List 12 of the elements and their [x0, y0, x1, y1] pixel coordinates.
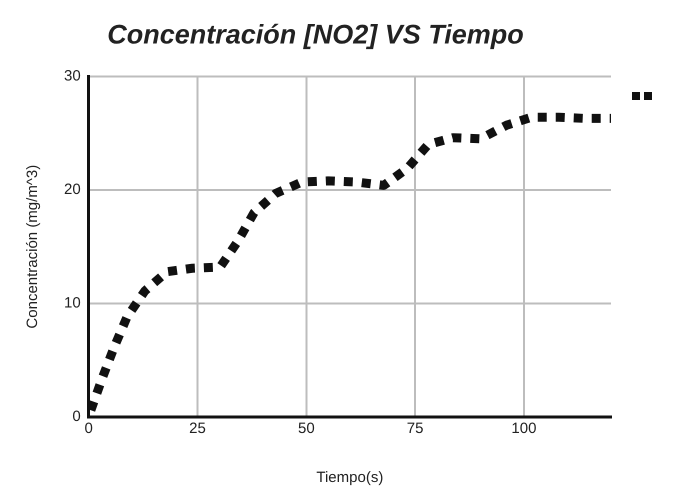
x-axis-title: Tiempo(s): [316, 469, 384, 486]
x-tick-label: 0: [84, 420, 93, 438]
chart-title: Concentración [NO2] VS Tiempo: [107, 20, 524, 50]
y-tick-label: 30: [64, 68, 81, 85]
y-tick-label: 20: [64, 181, 81, 198]
y-tick-label: 10: [64, 294, 81, 312]
x-tick-label: 100: [511, 420, 536, 438]
x-tick-label: 50: [298, 420, 315, 438]
x-tick-label: 75: [406, 420, 424, 438]
x-tick-label: 25: [189, 420, 206, 438]
y-tick-label: 0: [72, 408, 81, 426]
y-axis-title: Concentración (mg/m^3): [24, 164, 42, 329]
